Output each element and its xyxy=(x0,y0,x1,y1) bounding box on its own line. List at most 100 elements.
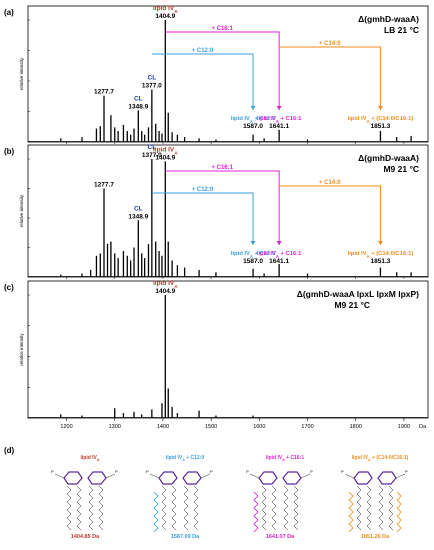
arrow-line xyxy=(279,46,381,110)
plot-frame xyxy=(27,5,429,143)
derivative-mass-label: 1641.1 xyxy=(269,123,289,130)
cl-label: CL xyxy=(134,205,143,212)
arrow-label: + C12:0 xyxy=(192,187,214,193)
x-tick-label: 1200 xyxy=(60,424,72,430)
sugar-ring xyxy=(158,471,178,485)
acyl-chain xyxy=(193,485,199,531)
condition-label: M9 21 °C xyxy=(334,300,370,310)
structure-mass-label: 1851.26 Da xyxy=(361,534,390,540)
arrowhead xyxy=(276,241,282,245)
x-tick-label: 1300 xyxy=(109,424,121,430)
phosphate-icon: P xyxy=(246,469,249,474)
acyl-chain xyxy=(388,485,394,531)
acyl-chain xyxy=(171,485,177,531)
peak-label: 1348.9 xyxy=(128,103,148,110)
phosphate-icon: P xyxy=(310,469,313,474)
peak-label: 1277.7 xyxy=(94,89,114,96)
sugar-ring xyxy=(87,471,107,485)
arrow-line xyxy=(279,185,381,245)
derivative-label: lipid IVA + (C14:0/C16:1) xyxy=(348,116,414,124)
spectrum-panel-a: (a) relative intensity Δ(gmhD-waaA)LB 21 °… xyxy=(4,5,429,144)
phosphate-icon: P xyxy=(115,469,118,474)
mass-shift-arrow: + C14:0 xyxy=(279,41,383,110)
derivative-mass-label: 1587.0 xyxy=(243,258,263,265)
lipid-structure: lipid IVA + C16:1 P P 1641.07 Da xyxy=(246,455,313,540)
phosphate-bond xyxy=(344,473,355,479)
structure-mass-label: 1404.85 Da xyxy=(71,534,100,540)
arrowhead xyxy=(250,106,256,110)
phosphate-bond xyxy=(395,473,406,479)
phosphate-icon: P xyxy=(405,469,408,474)
arrow-line xyxy=(151,53,254,110)
phosphate-bond xyxy=(149,473,160,479)
lipid-structure: lipid IVA + C12:0 P P 1587.09 Da xyxy=(146,455,213,540)
derivative-label: lipid IVA + C12:0 xyxy=(231,251,275,259)
phosphate-icon: P xyxy=(51,469,54,474)
peak-label: 1404.9 xyxy=(155,288,175,295)
peak-label: 1348.9 xyxy=(128,213,148,220)
x-tick-label: 1700 xyxy=(301,424,313,430)
cl-label: CL xyxy=(134,95,143,102)
arrow-label: + C16:1 xyxy=(211,26,233,32)
y-axis-label: relative intensity xyxy=(19,333,24,366)
sugar-ring xyxy=(63,471,83,485)
added-acyl-chain xyxy=(348,491,354,533)
phosphate-bond xyxy=(200,473,211,479)
condition-label: LB 21 °C xyxy=(384,25,419,35)
derivative-label: lipid IVA + C16:1 xyxy=(257,251,302,259)
derivative-mass-label: 1641.1 xyxy=(269,258,289,265)
cl-label: CL xyxy=(148,144,157,151)
derivative-label: lipid IVA + (C14:0/C16:1) xyxy=(348,251,414,259)
lipid-structure: lipid IVA + (C14:0/C16:1) P P 1851.26 Da xyxy=(341,455,409,540)
added-acyl-chain xyxy=(253,491,259,533)
phosphate-bond xyxy=(300,473,311,479)
structure-title: lipid IVA xyxy=(81,455,100,462)
peak-label: 1377.0 xyxy=(142,83,162,90)
acyl-chain xyxy=(88,485,94,531)
derivative-mass-label: 1851.3 xyxy=(370,123,390,130)
added-acyl-chain xyxy=(153,491,159,533)
acyl-chain xyxy=(283,485,289,531)
mass-shift-arrow: + C16:1 xyxy=(165,165,282,245)
derivative-mass-label: 1851.3 xyxy=(370,258,390,265)
phosphate-icon: P xyxy=(146,469,149,474)
arrow-label: + C14:0 xyxy=(319,41,341,47)
sugar-ring xyxy=(353,471,373,485)
structure-title: lipid IVA + C12:0 xyxy=(166,455,205,462)
spectrum-panel-b: (b) relative intensity Δ(gmhD-waaA)M9 21 °… xyxy=(4,144,429,279)
added-acyl-chain xyxy=(396,491,402,533)
acyl-chain xyxy=(183,485,189,531)
lipid-iva-label: lipid IVA xyxy=(153,5,178,14)
plot-frame xyxy=(27,144,429,278)
structure-mass-label: 1587.09 Da xyxy=(171,534,200,540)
mass-shift-arrow: + C14:0 xyxy=(279,180,383,245)
acyl-chain xyxy=(378,485,384,531)
arrow-label: + C16:1 xyxy=(211,165,233,171)
acyl-chain xyxy=(366,485,372,531)
arrowhead xyxy=(377,241,383,245)
x-tick-label: 1500 xyxy=(205,424,217,430)
phosphate-icon: P xyxy=(210,469,213,474)
condition-label: M9 21 °C xyxy=(383,164,419,174)
structure-title: lipid IVA + (C14:0/C16:1) xyxy=(352,455,409,462)
mass-shift-arrow: + C16:1 xyxy=(165,26,282,110)
arrowhead xyxy=(377,106,383,110)
cl-label: CL xyxy=(148,75,157,82)
strain-title: Δ(gmhD-waaA lpxL lpxM lpxP) xyxy=(297,289,419,299)
lipid-iva-label: lipid IVA xyxy=(153,280,178,289)
derivative-label: lipid IVA + C16:1 xyxy=(257,116,302,124)
acyl-chain xyxy=(76,485,82,531)
arrow-line xyxy=(165,170,280,245)
phosphate-icon: P xyxy=(341,469,344,474)
sugar-ring xyxy=(258,471,278,485)
sugar-ring xyxy=(182,471,202,485)
peak-label: 1404.9 xyxy=(155,154,175,161)
arrowhead xyxy=(276,106,282,110)
panel-label: (d) xyxy=(4,446,15,455)
peak-label: 1277.7 xyxy=(94,182,114,189)
x-tick-label: 1800 xyxy=(350,424,362,430)
acyl-chain xyxy=(356,485,362,531)
acyl-chain xyxy=(271,485,277,531)
spectrum-panel-c: (c) relative intensity Δ(gmhD-waaA lpxL lp… xyxy=(4,280,429,430)
derivative-mass-label: 1587.0 xyxy=(243,123,263,130)
